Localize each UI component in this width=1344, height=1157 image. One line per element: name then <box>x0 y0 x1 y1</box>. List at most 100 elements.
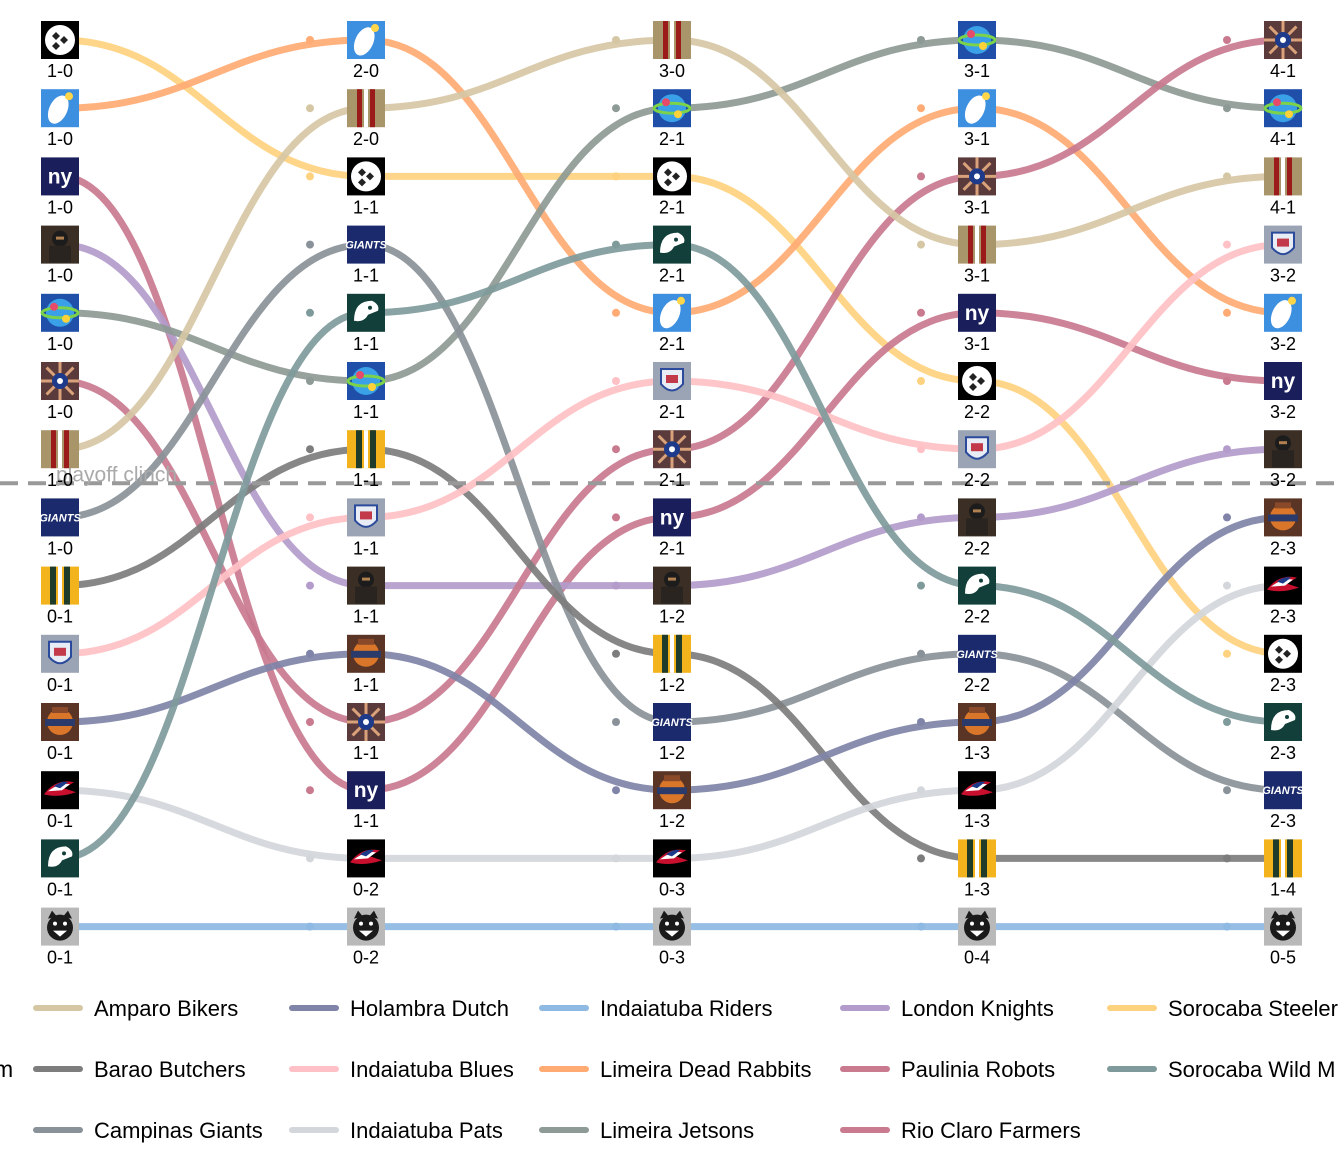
series-point <box>917 172 925 181</box>
record-label: 0-1 <box>47 948 73 968</box>
panther-eye <box>63 921 67 926</box>
panther-head <box>1270 914 1296 941</box>
series-point <box>306 718 314 726</box>
series-point <box>917 445 925 454</box>
robot-burst-logo <box>41 362 79 400</box>
series-point <box>306 104 314 113</box>
globe <box>963 26 991 54</box>
record-label: 4-1 <box>1270 61 1296 81</box>
series-point <box>306 922 314 931</box>
panther-head-logo <box>347 907 385 946</box>
record-label: 2-3 <box>1270 538 1296 558</box>
series-point <box>612 172 620 181</box>
green-gold-stripes-logo <box>1264 839 1302 878</box>
stripe <box>1274 157 1279 196</box>
record-label: 2-1 <box>659 402 685 422</box>
series-point <box>1223 445 1231 454</box>
series-point <box>612 649 620 658</box>
knight-visor <box>1279 441 1287 445</box>
holambra-dutch-logo <box>41 703 79 741</box>
panther-head <box>47 914 73 941</box>
jetsons-globe-logo <box>40 293 80 332</box>
shield-mark <box>1277 238 1289 247</box>
dutch-crest <box>358 638 374 645</box>
pittsburgh-steelers-logo <box>347 157 385 196</box>
legend-label: Indaiatuba Pats <box>350 1118 503 1143</box>
eagle-head-logo <box>958 566 996 605</box>
maroon-gold-stripes-logo <box>347 89 385 128</box>
record-label: 2-1 <box>659 538 685 558</box>
knight-visor <box>973 509 981 513</box>
jetsons-globe-logo <box>957 21 997 59</box>
logo-frame <box>41 498 79 537</box>
legend-label: Rio Claro Farmers <box>901 1118 1081 1143</box>
series-point <box>306 513 314 522</box>
hypocycloid <box>52 42 60 50</box>
eagle-head-logo <box>41 839 79 878</box>
record-label: 0-1 <box>47 743 73 763</box>
green-gold-stripes-logo <box>41 566 79 605</box>
record-label: 2-2 <box>964 607 990 627</box>
ny-giants-logo: ny <box>958 293 996 332</box>
dutch-banner <box>962 719 992 726</box>
eagle-head <box>965 573 990 594</box>
white-feather-logo <box>41 89 79 128</box>
globe <box>1269 94 1297 123</box>
eagle-eye <box>674 237 678 242</box>
series-point <box>306 240 314 249</box>
record-label: 4-1 <box>1270 129 1296 149</box>
globe-dot <box>1273 98 1281 107</box>
series-point <box>612 445 620 454</box>
legend-label: Holambra Dutch <box>350 996 509 1021</box>
giants-script-logo: GIANTS <box>345 225 387 264</box>
legend-label: Limeira Jetsons <box>600 1118 754 1143</box>
eagle-head-logo <box>347 293 385 332</box>
dutch-banner <box>45 719 75 726</box>
hypocycloid <box>664 178 672 187</box>
panther-ear <box>48 910 57 919</box>
panther-teeth <box>665 930 679 937</box>
feather-tip <box>982 92 990 101</box>
green-gold-stripes-logo <box>347 430 385 469</box>
record-label: 2-3 <box>1270 607 1296 627</box>
ny-giants-logo: ny <box>653 498 691 537</box>
knight-warrior-logo <box>653 566 691 605</box>
knight-body <box>355 586 377 604</box>
robot-burst-logo <box>1264 21 1302 59</box>
series-line <box>56 36 1287 385</box>
patriots-logo <box>1264 566 1302 605</box>
shield-mark <box>54 647 66 656</box>
globe-dot <box>356 371 364 379</box>
globe <box>658 94 686 123</box>
series-point <box>1223 308 1231 317</box>
logo-frame <box>347 771 385 810</box>
record-label: 1-0 <box>47 402 73 422</box>
shield-mark <box>971 443 983 452</box>
pittsburgh-steelers-logo <box>958 362 996 400</box>
logo-frame <box>41 157 79 196</box>
record-label: 1-0 <box>47 61 73 81</box>
panther-head <box>964 914 990 941</box>
series-point <box>917 240 925 249</box>
dutch-crest <box>664 775 680 782</box>
record-label: 1-2 <box>659 675 685 695</box>
record-label: 1-1 <box>353 197 379 217</box>
record-label: 0-1 <box>47 879 73 899</box>
series-point <box>1223 649 1231 658</box>
logo-frame <box>347 225 385 264</box>
series-line <box>56 172 1287 794</box>
series-point <box>1223 240 1231 249</box>
series-point <box>917 104 925 113</box>
series-point <box>306 649 314 658</box>
panther-ear <box>660 910 669 919</box>
stripe <box>975 225 979 264</box>
legend-label: Sorocaba Wild M <box>1168 1057 1336 1082</box>
record-label: 1-1 <box>353 811 379 831</box>
stripe <box>1273 839 1279 878</box>
record-label: 2-0 <box>353 129 379 149</box>
series-point <box>612 581 620 590</box>
patriots-hat <box>1277 577 1291 584</box>
logo-frame <box>653 703 691 741</box>
record-label: 3-1 <box>964 129 990 149</box>
